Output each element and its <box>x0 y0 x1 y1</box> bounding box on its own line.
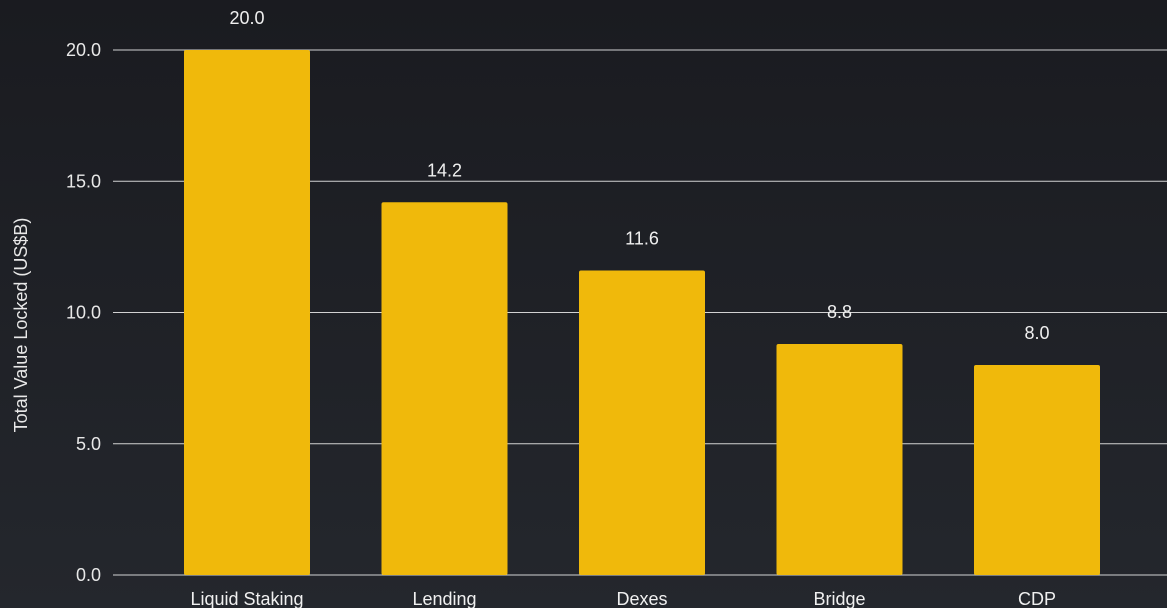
x-category-label: Dexes <box>616 589 667 608</box>
y-tick-label: 20.0 <box>66 40 101 60</box>
bar <box>381 202 508 575</box>
y-axis-title: Total Value Locked (US$B) <box>11 218 31 433</box>
bars <box>184 50 1100 575</box>
data-label: 11.6 <box>625 229 659 249</box>
y-tick-label: 15.0 <box>66 171 101 191</box>
bar <box>776 344 903 575</box>
y-tick-label: 0.0 <box>76 565 101 585</box>
x-category-label: Lending <box>412 589 476 608</box>
y-tick-label: 5.0 <box>76 434 101 454</box>
x-category-label: CDP <box>1018 589 1056 608</box>
bar <box>579 270 705 575</box>
data-label: 14.2 <box>427 160 462 180</box>
data-label: 8.0 <box>1024 323 1049 343</box>
bar <box>184 50 310 575</box>
y-tick-label: 10.0 <box>66 303 101 323</box>
x-category-label: Bridge <box>813 589 865 608</box>
data-labels: 20.0 14.2 11.6 8.8 8.0 <box>229 8 1049 343</box>
x-axis-categories: Liquid Staking Lending Dexes Bridge CDP <box>190 589 1056 608</box>
data-label: 8.8 <box>827 302 852 322</box>
bar <box>974 365 1100 575</box>
y-axis-ticks: 0.0 5.0 10.0 15.0 20.0 <box>66 40 101 585</box>
data-label: 20.0 <box>229 8 264 28</box>
x-category-label: Liquid Staking <box>190 589 303 608</box>
